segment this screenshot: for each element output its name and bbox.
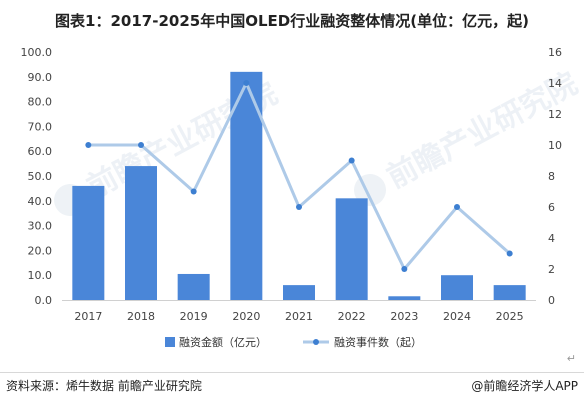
y-right-tick-label: 6 xyxy=(548,201,555,214)
y-right-tick-label: 14 xyxy=(548,77,562,90)
line-point xyxy=(190,188,197,195)
y-right-tick-label: 8 xyxy=(548,170,555,183)
return-mark: ↵ xyxy=(566,352,576,365)
y-left-tick-label: 30.0 xyxy=(28,220,53,233)
line-point xyxy=(138,142,144,148)
y-left-tick-label: 0.0 xyxy=(35,294,53,307)
legend-bar-label: 融资金额（亿元） xyxy=(179,335,267,349)
y-left-tick-label: 80.0 xyxy=(28,96,53,109)
y-left-tick-label: 60.0 xyxy=(28,145,53,158)
bar xyxy=(335,198,368,300)
x-tick-label: 2018 xyxy=(127,310,155,323)
x-tick-label: 2021 xyxy=(285,310,313,323)
x-tick-label: 2017 xyxy=(74,310,102,323)
y-left-tick-label: 10.0 xyxy=(28,269,53,282)
bar xyxy=(283,285,315,300)
y-left-tick-label: 90.0 xyxy=(28,71,53,84)
footer-divider xyxy=(0,372,584,373)
y-right-tick-label: 4 xyxy=(548,232,555,245)
y-right-tick-label: 0 xyxy=(548,294,555,307)
credit-note: @前瞻经济学人APP xyxy=(471,379,578,393)
bar xyxy=(72,185,105,300)
legend: 融资金额（亿元） 融资事件数（起） xyxy=(165,335,422,349)
y-right-tick-label: 10 xyxy=(548,139,562,152)
bar-series xyxy=(72,71,526,300)
axes: 0.0 10.0 20.0 30.0 40.0 50.0 60.0 70.0 80.0 90.0 1… xyxy=(21,46,563,323)
x-tick-label: 2023 xyxy=(390,310,418,323)
line-point xyxy=(454,204,460,210)
legend-line-label: 融资事件数（起） xyxy=(334,336,422,349)
y-left-tick-label: 100.0 xyxy=(21,46,53,59)
legend-bar-swatch xyxy=(165,337,175,347)
y-left-tick-label: 40.0 xyxy=(28,195,53,208)
line-point xyxy=(296,204,302,210)
bar xyxy=(388,296,421,300)
source-note: 资料来源：烯牛数据 前瞻产业研究院 xyxy=(6,379,202,393)
y-left-tick-label: 70.0 xyxy=(28,120,53,133)
x-tick-label: 2025 xyxy=(496,310,524,323)
x-tick-label: 2019 xyxy=(180,310,208,323)
line-series xyxy=(85,80,513,272)
bar xyxy=(125,166,157,300)
line-point xyxy=(401,266,408,272)
x-tick-label: 2020 xyxy=(232,310,260,323)
line-point xyxy=(506,250,513,257)
line-point xyxy=(85,142,92,148)
chart-canvas: 前瞻产业研究院 前瞻产业研究院 0.010.020.030.040.050.060… xyxy=(21,46,584,349)
bar xyxy=(177,273,210,300)
y-right-tick-label: 12 xyxy=(548,108,562,121)
x-tick-label: 2022 xyxy=(338,310,366,323)
y-right-tick-label: 2 xyxy=(548,263,555,276)
y-left-tick-label: 20.0 xyxy=(28,244,53,257)
bar xyxy=(493,285,526,300)
bar xyxy=(441,275,473,300)
y-left-tick-label: 50.0 xyxy=(28,170,53,183)
line-point xyxy=(348,157,355,164)
line-point xyxy=(243,80,250,86)
x-tick-label: 2024 xyxy=(443,310,471,323)
y-right-tick-label: 16 xyxy=(548,46,562,59)
chart-title: 图表1：2017-2025年中国OLED行业融资整体情况(单位：亿元，起) xyxy=(55,12,529,30)
legend-line-marker xyxy=(313,339,319,345)
